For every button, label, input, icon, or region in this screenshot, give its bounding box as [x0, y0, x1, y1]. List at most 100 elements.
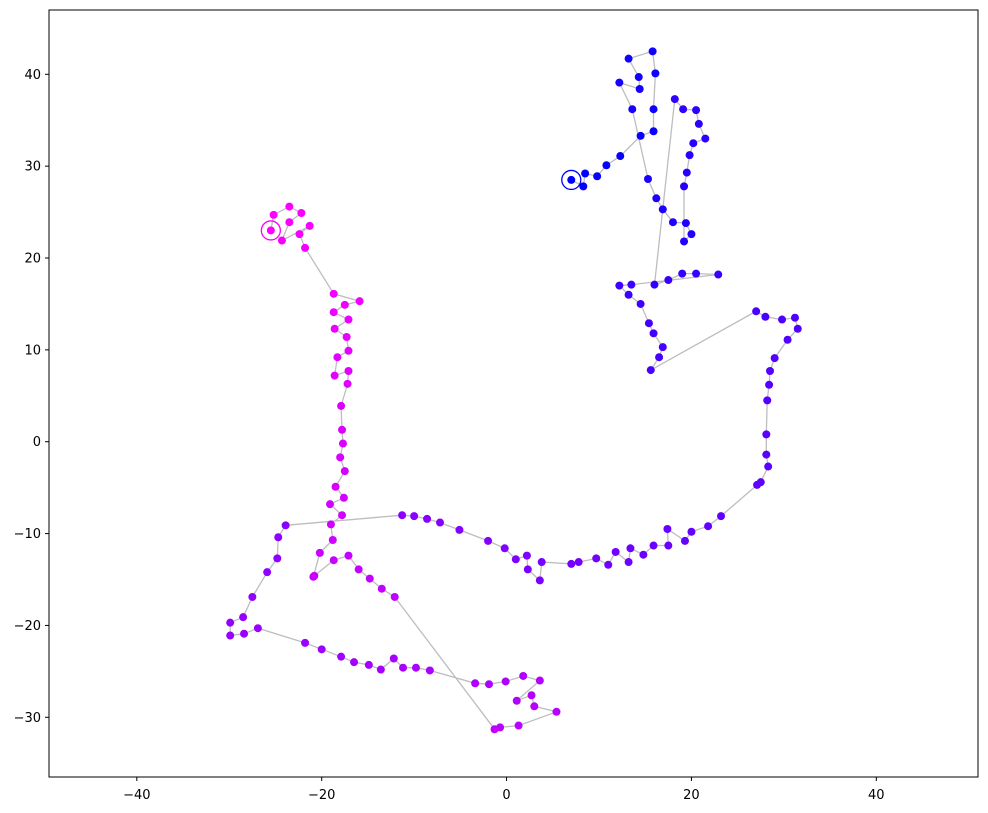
data-point — [635, 84, 644, 93]
data-point — [627, 280, 636, 289]
data-point — [340, 467, 349, 476]
data-point — [253, 624, 262, 633]
data-point — [687, 527, 696, 536]
data-point — [778, 315, 787, 324]
data-point — [239, 613, 248, 622]
data-point — [658, 343, 667, 352]
data-point — [763, 396, 772, 405]
data-point — [648, 47, 657, 56]
data-point — [530, 702, 539, 711]
x-tick-label: 40 — [868, 788, 885, 803]
y-tick-label: 20 — [24, 252, 41, 267]
data-point — [761, 312, 770, 321]
data-point — [670, 95, 679, 104]
data-point — [624, 290, 633, 299]
data-point — [752, 307, 761, 316]
data-point — [762, 430, 771, 439]
data-point — [337, 401, 346, 410]
y-axis: −30 −20 −10 0 10 20 30 40 — [14, 68, 49, 726]
data-point — [650, 280, 659, 289]
data-point — [714, 270, 723, 279]
data-point — [226, 618, 235, 627]
data-point — [511, 555, 520, 564]
data-point — [643, 175, 652, 184]
data-point — [535, 676, 544, 685]
data-point — [523, 565, 532, 574]
data-point — [330, 324, 339, 333]
data-point — [285, 202, 294, 211]
data-point — [766, 366, 775, 375]
data-point — [552, 707, 561, 716]
data-point — [365, 574, 374, 583]
data-point — [764, 462, 773, 471]
data-point — [649, 329, 658, 338]
data-point — [328, 536, 337, 545]
data-point — [626, 544, 635, 553]
data-point — [694, 119, 703, 128]
data-point — [329, 556, 338, 565]
data-point — [567, 559, 576, 568]
data-point — [615, 281, 624, 290]
data-point — [678, 269, 687, 278]
data-point — [692, 106, 701, 115]
data-point — [337, 652, 346, 661]
data-point — [248, 592, 257, 601]
data-point — [522, 551, 531, 560]
x-tick-label: −20 — [308, 788, 335, 803]
data-point — [687, 230, 696, 239]
data-point — [664, 541, 673, 550]
data-point — [681, 219, 690, 228]
data-point — [410, 512, 419, 521]
data-point — [604, 560, 613, 569]
data-point — [281, 521, 290, 530]
data-point — [537, 558, 546, 567]
data-point — [501, 677, 510, 686]
endpoint-markers-layer — [260, 169, 582, 241]
data-point — [668, 218, 677, 227]
x-tick-label: 0 — [502, 788, 510, 803]
data-point — [615, 78, 624, 87]
data-point — [305, 221, 314, 230]
data-point — [682, 168, 691, 177]
data-point — [389, 654, 398, 663]
plot-background — [49, 10, 978, 777]
data-point — [636, 299, 645, 308]
data-point — [340, 300, 349, 309]
data-point — [490, 725, 499, 734]
data-point — [602, 161, 611, 170]
data-point — [636, 131, 645, 140]
data-point — [315, 548, 324, 557]
data-point — [455, 525, 464, 534]
data-point — [336, 453, 345, 462]
y-tick-label: 10 — [24, 343, 41, 358]
data-point — [592, 554, 601, 563]
data-point — [701, 134, 710, 143]
data-point — [579, 182, 588, 191]
data-point — [616, 152, 625, 161]
data-point — [355, 297, 364, 306]
x-axis: −40 −20 0 20 40 — [123, 777, 885, 803]
data-point — [793, 324, 802, 333]
data-point — [326, 520, 335, 529]
data-point — [628, 105, 637, 114]
data-point — [519, 671, 528, 680]
data-point — [309, 572, 318, 581]
data-point — [301, 638, 310, 647]
data-point — [574, 558, 583, 567]
data-point — [425, 666, 434, 675]
data-point — [329, 289, 338, 298]
data-point — [471, 679, 480, 688]
data-point — [762, 450, 771, 459]
data-point — [644, 319, 653, 328]
data-point — [567, 175, 576, 184]
data-point — [679, 105, 688, 114]
data-point — [514, 721, 523, 730]
plot-frame — [48, 9, 979, 778]
data-point — [398, 511, 407, 520]
data-point — [663, 524, 672, 533]
y-tick-label: −30 — [14, 711, 41, 726]
data-point — [263, 568, 272, 577]
data-point — [655, 353, 664, 362]
data-point — [649, 105, 658, 114]
